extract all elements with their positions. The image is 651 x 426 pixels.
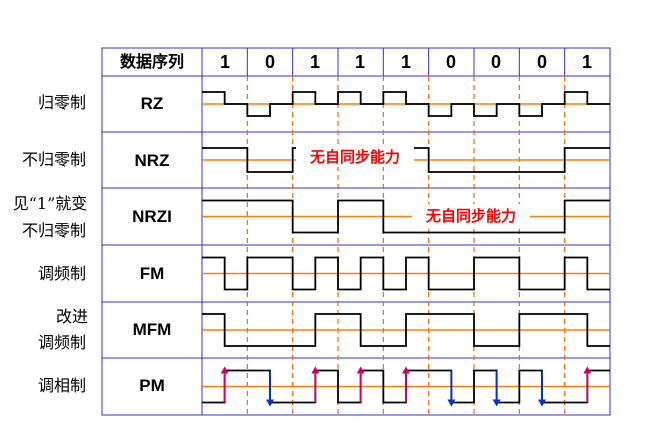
table-grid	[101, 47, 611, 416]
bit-4: 1	[401, 52, 411, 72]
arrow-up-head-icon	[220, 366, 229, 374]
bit-3: 1	[355, 52, 365, 72]
label-mfm-line2: 调频制	[38, 333, 86, 352]
label-rz: 归零制	[38, 93, 86, 112]
bit-7: 0	[537, 52, 547, 72]
bit-5: 0	[446, 52, 456, 72]
wave-rz	[202, 91, 610, 117]
arrow-up-head-icon	[356, 366, 365, 374]
wave-fm	[202, 256, 610, 291]
sequence-label: 数据序列	[120, 52, 184, 71]
arrow-down-head-icon	[266, 399, 274, 407]
label-pm: 调相制	[38, 376, 86, 395]
code-rz: RZ	[141, 94, 164, 113]
label-nrzi-line2: 不归零制	[22, 221, 86, 240]
code-fm: FM	[140, 264, 165, 283]
pm-arrows	[220, 366, 592, 407]
code-nrz: NRZ	[135, 151, 170, 170]
label-nrzi-line1: 见“1”就变	[13, 194, 88, 213]
arrow-down-head-icon	[538, 399, 546, 407]
waveforms	[202, 91, 610, 404]
wave-nrzi	[202, 199, 610, 234]
note-nrzi: 无自同步能力	[425, 207, 516, 225]
arrow-up-head-icon	[311, 366, 320, 374]
arrow-down-head-icon	[492, 399, 501, 407]
note-backing-nrz	[296, 145, 414, 167]
bit-dividers	[246, 76, 566, 415]
wave-mfm	[202, 313, 610, 347]
note-backing-nrzi	[412, 204, 530, 226]
arrow-up-head-icon	[402, 366, 410, 374]
label-mfm-line1: 改进	[56, 307, 88, 326]
label-fm: 调频制	[38, 264, 86, 283]
note-nrz: 无自同步能力	[309, 148, 400, 166]
code-pm: PM	[139, 376, 165, 395]
arrow-up-head-icon	[583, 366, 592, 374]
bit-0: 1	[220, 52, 230, 72]
bit-8: 1	[582, 52, 592, 72]
bit-6: 0	[491, 52, 501, 72]
grid-border	[101, 47, 611, 416]
bit-1: 0	[265, 52, 275, 72]
code-nrzi: NRZI	[132, 207, 172, 226]
label-nrz: 不归零制	[22, 150, 86, 169]
arrow-down-head-icon	[447, 399, 456, 407]
bit-2: 1	[310, 52, 320, 72]
code-mfm: MFM	[133, 320, 172, 339]
